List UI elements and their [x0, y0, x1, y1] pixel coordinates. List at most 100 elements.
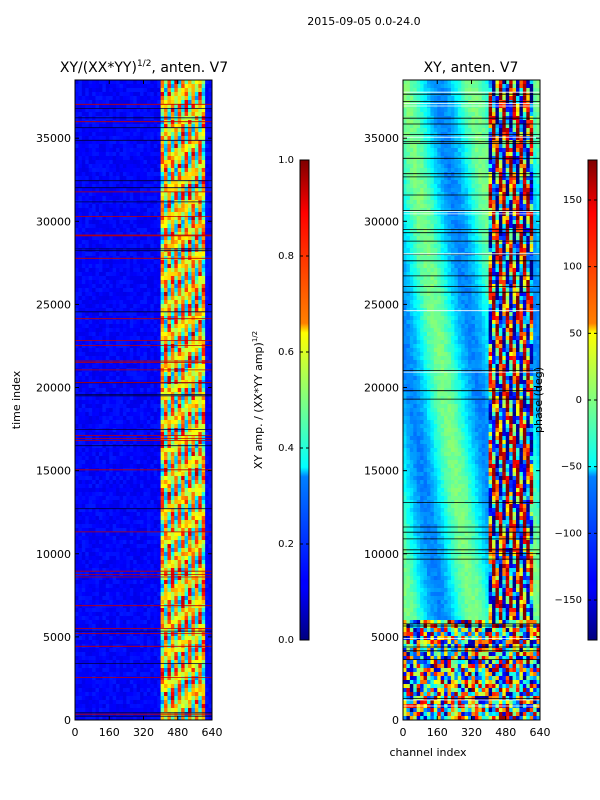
heatmap-cell: [205, 232, 209, 237]
heatmap-cell: [191, 152, 196, 157]
heatmap-cell: [105, 372, 110, 377]
heatmap-cell: [140, 416, 144, 421]
heatmap-cell: [174, 452, 179, 457]
heatmap-cell: [75, 320, 79, 325]
heatmap-cell: [98, 248, 103, 253]
heatmap-cell: [205, 536, 209, 541]
heatmap-cell: [205, 340, 209, 345]
heatmap-cell: [191, 308, 196, 313]
heatmap-cell: [184, 312, 189, 317]
heatmap-cell: [198, 328, 203, 333]
heatmap-cell: [153, 192, 158, 197]
heatmap-cell: [177, 440, 182, 445]
heatmap-cell: [205, 132, 209, 137]
heatmap-cell: [153, 172, 158, 177]
heatmap-cell: [78, 160, 83, 165]
heatmap-cell: [105, 308, 110, 313]
heatmap-cell: [98, 372, 103, 377]
heatmap-cell: [95, 388, 100, 393]
heatmap-cell: [157, 220, 162, 225]
heatmap-cell: [102, 388, 107, 393]
heatmap-cell: [112, 208, 117, 213]
heatmap-cell: [140, 156, 144, 161]
heatmap-cell: [88, 420, 93, 425]
heatmap-cell: [102, 204, 107, 209]
heatmap-cell: [146, 316, 151, 321]
heatmap-cell: [181, 416, 185, 421]
heatmap-cell: [119, 320, 124, 325]
heatmap-cell: [174, 88, 179, 93]
heatmap-cell: [194, 224, 199, 229]
heatmap-cell: [75, 336, 79, 341]
heatmap-cell: [208, 96, 212, 101]
heatmap-cell: [208, 104, 212, 109]
heatmap-cell: [92, 96, 96, 101]
heatmap-cell: [85, 84, 90, 89]
heatmap-cell: [188, 556, 192, 561]
heatmap-cell: [105, 576, 110, 581]
heatmap-cell: [174, 100, 179, 105]
heatmap-cell: [170, 576, 175, 581]
heatmap-cell: [92, 480, 96, 485]
heatmap-cell: [119, 344, 124, 349]
heatmap-cell: [205, 188, 209, 193]
heatmap-cell: [181, 336, 185, 341]
heatmap-cell: [95, 332, 100, 337]
heatmap-cell: [140, 136, 144, 141]
heatmap-cell: [198, 96, 203, 101]
heatmap-cell: [88, 120, 93, 125]
heatmap-cell: [181, 296, 185, 301]
heatmap-cell: [92, 316, 96, 321]
heatmap-cell: [181, 576, 185, 581]
heatmap-cell: [198, 212, 203, 217]
heatmap-cell: [146, 92, 151, 97]
heatmap-cell: [184, 468, 189, 473]
heatmap-cell: [136, 188, 141, 193]
heatmap-cell: [167, 304, 172, 309]
heatmap-cell: [122, 204, 127, 209]
heatmap-cell: [140, 340, 144, 345]
heatmap-cell: [105, 80, 110, 85]
heatmap-cell: [146, 156, 151, 161]
heatmap-cell: [140, 92, 144, 97]
heatmap-cell: [88, 300, 93, 305]
heatmap-cell: [184, 172, 189, 177]
heatmap-cell: [181, 532, 185, 537]
heatmap-cell: [119, 216, 124, 221]
heatmap-cell: [205, 332, 209, 337]
heatmap-cell: [75, 132, 79, 137]
heatmap-cell: [174, 476, 179, 481]
heatmap-cell: [177, 420, 182, 425]
heatmap-cell: [126, 448, 131, 453]
heatmap-cell: [143, 280, 148, 285]
heatmap-cell: [95, 184, 100, 189]
heatmap-cell: [177, 276, 182, 281]
heatmap-cell: [88, 168, 93, 173]
heatmap-cell: [75, 124, 79, 129]
heatmap-cell: [129, 312, 134, 317]
heatmap-cell: [198, 304, 203, 309]
heatmap-cell: [205, 176, 209, 181]
heatmap-cell: [191, 412, 196, 417]
heatmap-cell: [146, 356, 151, 361]
heatmap-cell: [153, 224, 158, 229]
heatmap-cell: [129, 528, 134, 533]
heatmap-cell: [109, 276, 114, 281]
heatmap-cell: [201, 244, 206, 249]
heatmap-cell: [146, 312, 151, 317]
heatmap-cell: [119, 80, 124, 85]
heatmap-cell: [119, 160, 124, 165]
heatmap-cell: [126, 316, 131, 321]
heatmap-cell: [126, 80, 131, 85]
heatmap-cell: [129, 128, 134, 133]
heatmap-cell: [88, 564, 93, 569]
heatmap-cell: [184, 464, 189, 469]
heatmap-cell: [95, 448, 100, 453]
heatmap-cell: [92, 532, 96, 537]
heatmap-cell: [157, 328, 162, 333]
heatmap-cell: [167, 524, 172, 529]
heatmap-cell: [181, 404, 185, 409]
heatmap-cell: [88, 176, 93, 181]
heatmap-cell: [201, 108, 206, 113]
heatmap-cell: [174, 364, 179, 369]
